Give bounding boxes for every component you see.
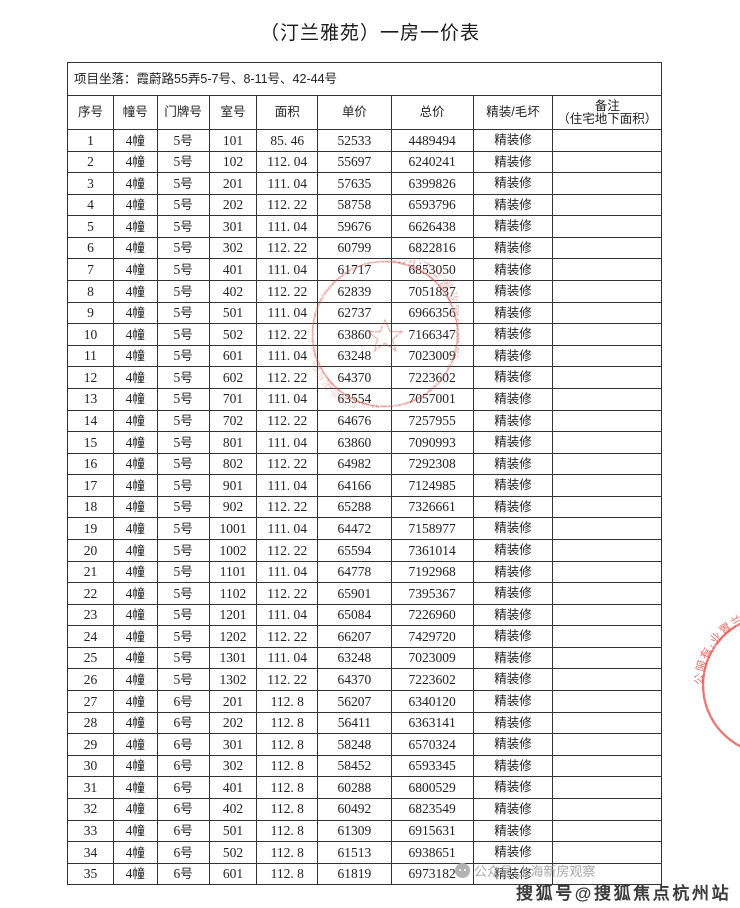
svg-text:公限有·业置兰汀州杭: 公限有·业置兰汀州杭 [677,585,740,685]
